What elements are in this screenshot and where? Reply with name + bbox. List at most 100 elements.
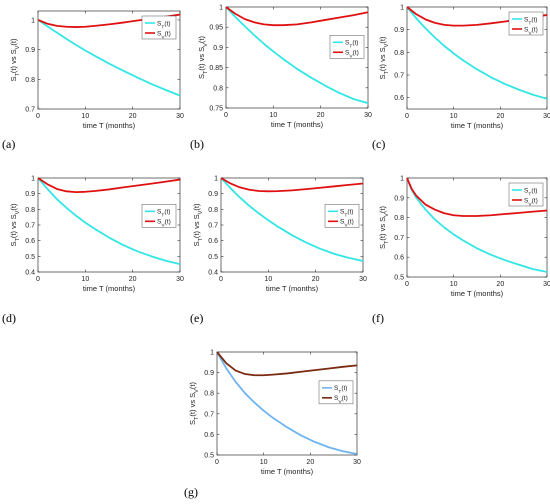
x-tick-label: 30: [543, 113, 550, 120]
series-line-s-t: [216, 351, 358, 455]
x-tick-label: 30: [176, 113, 184, 120]
x-axis-label: time T (months): [451, 121, 504, 130]
x-axis-label: time T (months): [266, 284, 319, 293]
x-tick-label: 0: [36, 113, 40, 120]
y-tick-label: 0.7: [394, 235, 404, 242]
y-tick-label: 1: [219, 5, 223, 12]
legend: ST​(t)SV​(t): [329, 35, 365, 59]
chart-panel-6: 0 10 20 30 0.5 0.6 0.7 0.8 0.9 1 time T (months) ST…: [372, 176, 550, 326]
legend: ST​(t)SV​(t): [141, 204, 177, 229]
y-tick-label: 0.7: [208, 223, 218, 230]
y-tick-label: 0.4: [208, 270, 218, 277]
x-tick-label: 10: [81, 276, 89, 283]
y-tick-label: 0.75: [209, 106, 223, 113]
series-line-s-v: [225, 6, 369, 27]
chart-panel-7: 0 10 20 30 0.5 0.6 0.7 0.8 0.9 1 time T (months) ST…: [184, 350, 361, 500]
x-tick-label: 30: [543, 281, 550, 288]
y-axis-label: ST​(t) vs SV​(t): [188, 381, 200, 425]
y-axis-label: ST​(t) vs SV​(t): [378, 36, 390, 80]
legend-entry: SV​(t): [157, 30, 171, 40]
y-tick-label: 0.9: [204, 370, 214, 377]
y-tick-label: 0.7: [204, 411, 214, 418]
y-tick-label: 1: [31, 17, 35, 24]
legend-entry: ST​(t): [524, 16, 537, 26]
x-tick-label: 20: [496, 113, 504, 120]
x-tick-label: 30: [176, 276, 184, 283]
series-line-s-v: [406, 177, 548, 217]
y-tick-label: 0.7: [25, 223, 35, 230]
y-tick-label: 0.8: [213, 85, 223, 92]
x-tick-label: 10: [260, 459, 268, 466]
legend-entry: ST​(t): [524, 187, 537, 197]
series-line-s-t: [220, 177, 364, 262]
panel-label: (c): [372, 137, 385, 151]
series-line-s-v: [220, 177, 364, 193]
panel-label: (d): [2, 311, 16, 325]
x-tick-label: 0: [224, 112, 228, 119]
y-tick-label: 0.9: [213, 45, 223, 52]
series-line-s-t: [37, 177, 181, 266]
series-line-s-t: [406, 177, 548, 273]
panel-label: (e): [190, 311, 203, 325]
x-tick-label: 30: [359, 276, 367, 283]
y-tick-label: 0.8: [394, 50, 404, 57]
x-tick-label: 0: [405, 113, 409, 120]
x-tick-label: 0: [405, 281, 409, 288]
y-tick-label: 0.8: [208, 207, 218, 214]
legend: ST​(t)SV​(t): [324, 204, 360, 228]
x-tick-label: 0: [219, 276, 223, 283]
legend-entry: ST​(t): [334, 385, 347, 395]
y-axis-label: ST​(t) vs SV​(t): [192, 203, 204, 247]
chart-panel-4: 0 10 20 30 0.4 0.5 0.6 0.7 0.8 0.9 1 time T (months…: [2, 176, 184, 326]
y-tick-label: 0.7: [25, 107, 35, 114]
x-tick-label: 20: [496, 281, 504, 288]
legend-entry: SV​(t): [524, 26, 538, 36]
y-tick-label: 0.5: [394, 275, 404, 282]
y-tick-label: 0.95: [209, 25, 223, 32]
panel-label: (a): [2, 137, 15, 151]
series-line-s-v: [216, 351, 358, 377]
x-tick-label: 10: [81, 113, 89, 120]
y-axis-label: ST​(t) vs SV​(t): [197, 35, 209, 79]
chart-panel-1: 0 10 20 30 0.7 0.8 0.9 1 time T (months) ST​(t) v…: [2, 10, 184, 151]
y-tick-label: 0.5: [25, 254, 35, 261]
legend-entry: ST​(t): [345, 40, 358, 50]
y-tick-label: 0.9: [25, 47, 35, 54]
legend-entry: SV​(t): [157, 219, 171, 229]
legend: ST​(t)SV​(t): [508, 11, 544, 36]
x-tick-label: 30: [353, 459, 361, 466]
y-axis-label: ST​(t) vs SV​(t): [9, 203, 21, 247]
x-tick-label: 10: [269, 112, 277, 119]
x-axis-label: time T (months): [261, 467, 314, 476]
y-tick-label: 1: [214, 176, 218, 183]
y-tick-label: 0.8: [25, 77, 35, 84]
y-tick-label: 1: [400, 176, 404, 183]
panel-label: (g): [184, 485, 198, 499]
x-tick-label: 20: [129, 113, 137, 120]
series-line-s-v: [37, 177, 181, 193]
x-tick-label: 0: [36, 276, 40, 283]
legend-entry: SV​(t): [524, 197, 538, 207]
x-axis-label: time T (months): [451, 289, 504, 298]
x-tick-label: 10: [450, 113, 458, 120]
x-tick-label: 10: [450, 281, 458, 288]
y-tick-label: 0.6: [208, 238, 218, 245]
legend: ST​(t)SV​(t): [508, 182, 544, 207]
x-tick-label: 10: [264, 276, 272, 283]
y-tick-label: 0.85: [209, 65, 223, 72]
x-axis-label: time T (months): [83, 284, 136, 293]
y-tick-label: 0.8: [394, 215, 404, 222]
panel-label: (f): [372, 311, 384, 325]
legend: ST​(t)SV​(t): [141, 15, 177, 40]
y-tick-label: 1: [31, 176, 35, 183]
x-tick-label: 20: [129, 276, 137, 283]
series-line-s-t: [225, 6, 369, 105]
y-tick-label: 0.8: [204, 391, 214, 398]
series-line-s-t: [406, 6, 548, 100]
y-tick-label: 0.9: [25, 191, 35, 198]
chart-panel-5: 0 10 20 30 0.4 0.5 0.6 0.7 0.8 0.9 1 time T (months…: [190, 176, 367, 326]
y-tick-label: 0.9: [394, 27, 404, 34]
legend: ST​(t)SV​(t): [318, 380, 354, 405]
y-tick-label: 0.6: [25, 238, 35, 245]
